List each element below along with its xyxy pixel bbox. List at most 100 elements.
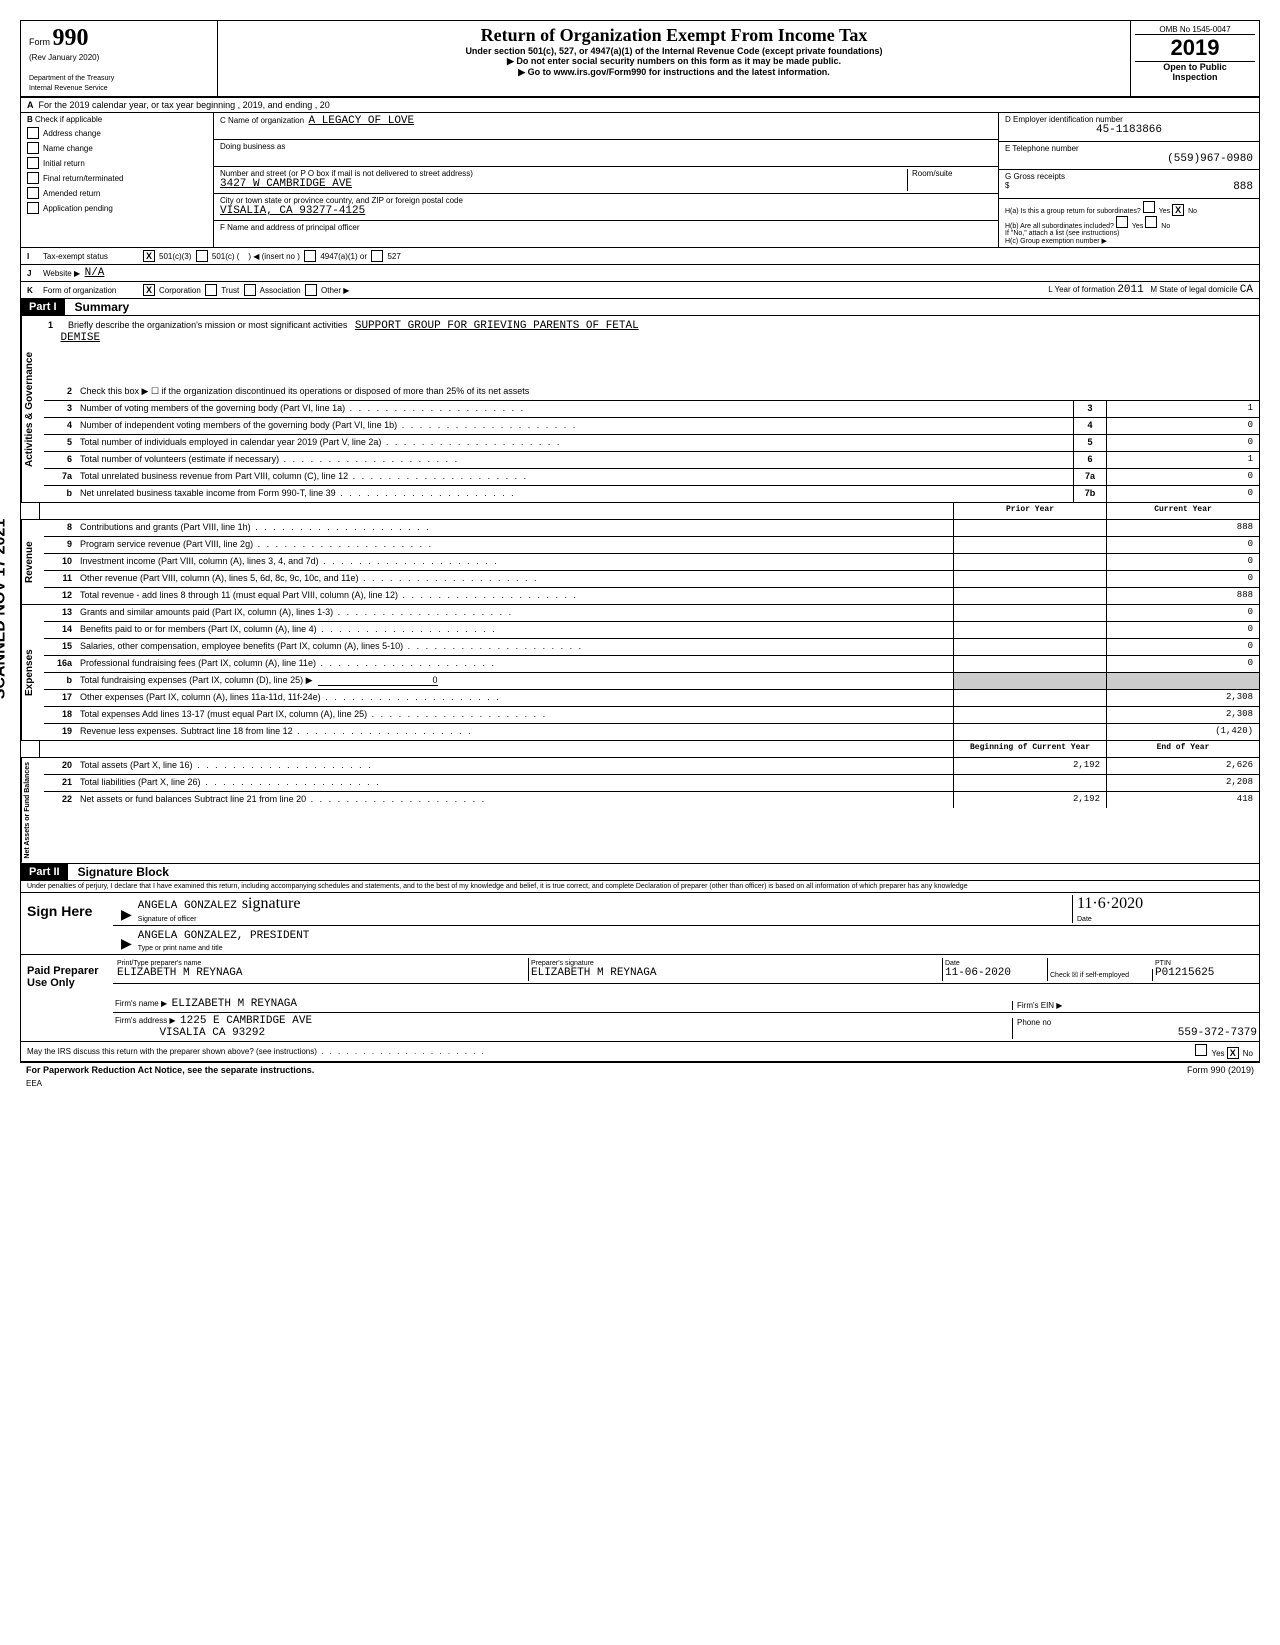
- street-value: 3427 W CAMBRIDGE AVE: [220, 178, 352, 190]
- ha-no-checkbox[interactable]: X: [1172, 204, 1184, 216]
- line3-val: 1: [1106, 401, 1259, 417]
- line4-text: Number of independent voting members of …: [76, 418, 1073, 434]
- revision-text: (Rev January 2020): [29, 53, 99, 62]
- ptin-label: PTIN: [1155, 960, 1171, 967]
- signature-date: 11·6·2020: [1077, 895, 1143, 912]
- ptin-value: P01215625: [1155, 967, 1214, 979]
- form-header: Form 990 (Rev January 2020) Department o…: [21, 21, 1259, 98]
- line3-text: Number of voting members of the governin…: [76, 401, 1073, 417]
- officer-name-title: ANGELA GONZALEZ, PRESIDENT: [138, 930, 310, 942]
- 501c-checkbox[interactable]: [196, 250, 208, 262]
- addr-change-label: Address change: [43, 129, 101, 138]
- prior-year-header: Prior Year: [953, 503, 1106, 519]
- ssn-warning: ▶ Do not enter social security numbers o…: [222, 56, 1126, 67]
- beg-year-header: Beginning of Current Year: [953, 741, 1106, 757]
- line18-text: Total expenses Add lines 13-17 (must equ…: [76, 707, 953, 723]
- line14-val: 0: [1106, 622, 1259, 638]
- line17-val: 2,308: [1106, 690, 1259, 706]
- assoc-checkbox[interactable]: [244, 284, 256, 296]
- 527-checkbox[interactable]: [371, 250, 383, 262]
- discuss-no-checkbox[interactable]: X: [1227, 1047, 1239, 1059]
- line5-val: 0: [1106, 435, 1259, 451]
- ha-label: H(a) Is this a group return for subordin…: [1005, 208, 1141, 215]
- line15-val: 0: [1106, 639, 1259, 655]
- 501c3-checkbox[interactable]: X: [143, 250, 155, 262]
- room-label: Room/suite: [912, 169, 952, 178]
- amended-checkbox[interactable]: [27, 187, 39, 199]
- trust-checkbox[interactable]: [205, 284, 217, 296]
- line12-text: Total revenue - add lines 8 through 11 (…: [76, 588, 953, 604]
- c-label: C Name of organization: [220, 116, 304, 125]
- 4947-checkbox[interactable]: [304, 250, 316, 262]
- form-label: Form: [29, 37, 50, 47]
- prep-date-label: Date: [945, 960, 960, 967]
- self-employed-check: Check ☒ if self-employed: [1048, 969, 1153, 981]
- line21-end: 2,208: [1106, 775, 1259, 791]
- g-label: G Gross receipts: [1005, 172, 1065, 181]
- yes-label-2: Yes: [1132, 223, 1143, 230]
- other-label: Other ▶: [321, 286, 349, 295]
- f-label: F Name and address of principal officer: [220, 223, 359, 232]
- part2-title: Signature Block: [68, 865, 169, 879]
- website-value: N/A: [85, 267, 105, 279]
- firm-addr1: 1225 E CAMBRIDGE AVE: [180, 1015, 312, 1027]
- initial-return-checkbox[interactable]: [27, 157, 39, 169]
- line2-text: Check this box ▶ ☐ if the organization d…: [76, 384, 1259, 400]
- line7b-text: Net unrelated business taxable income fr…: [76, 486, 1073, 502]
- org-name: A LEGACY OF LOVE: [309, 115, 415, 127]
- 4947-label: 4947(a)(1) or: [320, 252, 367, 261]
- print-name-label: Print/Type preparer's name: [117, 960, 201, 967]
- part1-label: Part I: [21, 299, 65, 315]
- part2-label: Part II: [21, 864, 68, 880]
- app-pending-checkbox[interactable]: [27, 202, 39, 214]
- phone-value: (559)967-0980: [1005, 153, 1253, 165]
- arrow-icon: ▶: [121, 906, 132, 923]
- line19-val: (1,420): [1106, 724, 1259, 740]
- l-label: L Year of formation: [1048, 285, 1115, 294]
- line13-val: 0: [1106, 605, 1259, 621]
- website-label: Website ▶: [43, 269, 80, 278]
- goto-instruction: ▶ Go to www.irs.gov/Form990 for instruct…: [222, 67, 1126, 78]
- irs-text: Internal Revenue Service: [29, 85, 108, 92]
- final-return-checkbox[interactable]: [27, 172, 39, 184]
- form-title: Return of Organization Exempt From Incom…: [222, 25, 1126, 46]
- other-checkbox[interactable]: [305, 284, 317, 296]
- dept-text: Department of the Treasury: [29, 75, 114, 82]
- part1-title: Summary: [65, 300, 130, 314]
- hb-no-checkbox[interactable]: [1145, 216, 1157, 228]
- line7b-val: 0: [1106, 486, 1259, 502]
- corp-checkbox[interactable]: X: [143, 284, 155, 296]
- city-value: VISALIA, CA 93277-4125: [220, 205, 365, 217]
- firm-phone: 559-372-7379: [1178, 1027, 1257, 1039]
- row-a-text: For the 2019 calendar year, or tax year …: [39, 100, 330, 110]
- ha-yes-checkbox[interactable]: [1143, 201, 1155, 213]
- yes-label: Yes: [1159, 208, 1170, 215]
- penalty-statement: Under penalties of perjury, I declare th…: [21, 881, 1259, 893]
- initial-return-label: Initial return: [43, 159, 85, 168]
- name-change-checkbox[interactable]: [27, 142, 39, 154]
- hb-label: H(b) Are all subordinates included?: [1005, 223, 1114, 230]
- k-label: K: [27, 286, 43, 295]
- hb-yes-checkbox[interactable]: [1116, 216, 1128, 228]
- officer-signature: signature: [242, 895, 301, 912]
- form-number: 990: [53, 25, 89, 51]
- addr-change-checkbox[interactable]: [27, 127, 39, 139]
- mission-text-2: DEMISE: [61, 332, 101, 344]
- tax-year: 2019: [1135, 35, 1255, 62]
- sign-here-label: Sign Here: [21, 893, 113, 954]
- prep-sig-label: Preparer's signature: [531, 960, 594, 967]
- street-label: Number and street (or P O box if mail is…: [220, 169, 473, 178]
- line22-beg: 2,192: [953, 792, 1106, 808]
- line16b-text: Total fundraising expenses (Part IX, col…: [76, 673, 953, 689]
- line6-val: 1: [1106, 452, 1259, 468]
- inspection: Inspection: [1135, 72, 1255, 82]
- line13-text: Grants and similar amounts paid (Part IX…: [76, 605, 953, 621]
- form-990-container: Form 990 (Rev January 2020) Department o…: [20, 20, 1260, 1063]
- preparer-date: 11-06-2020: [945, 967, 1011, 979]
- city-label: City or town state or province country, …: [220, 196, 463, 205]
- firm-addr2: VISALIA CA 93292: [159, 1027, 265, 1039]
- discuss-yes-checkbox[interactable]: [1195, 1044, 1207, 1056]
- scanned-stamp: SCANNED NOV 17 2021: [0, 519, 9, 700]
- hc-label: H(c) Group exemption number ▶: [1005, 238, 1107, 245]
- line11-text: Other revenue (Part VIII, column (A), li…: [76, 571, 953, 587]
